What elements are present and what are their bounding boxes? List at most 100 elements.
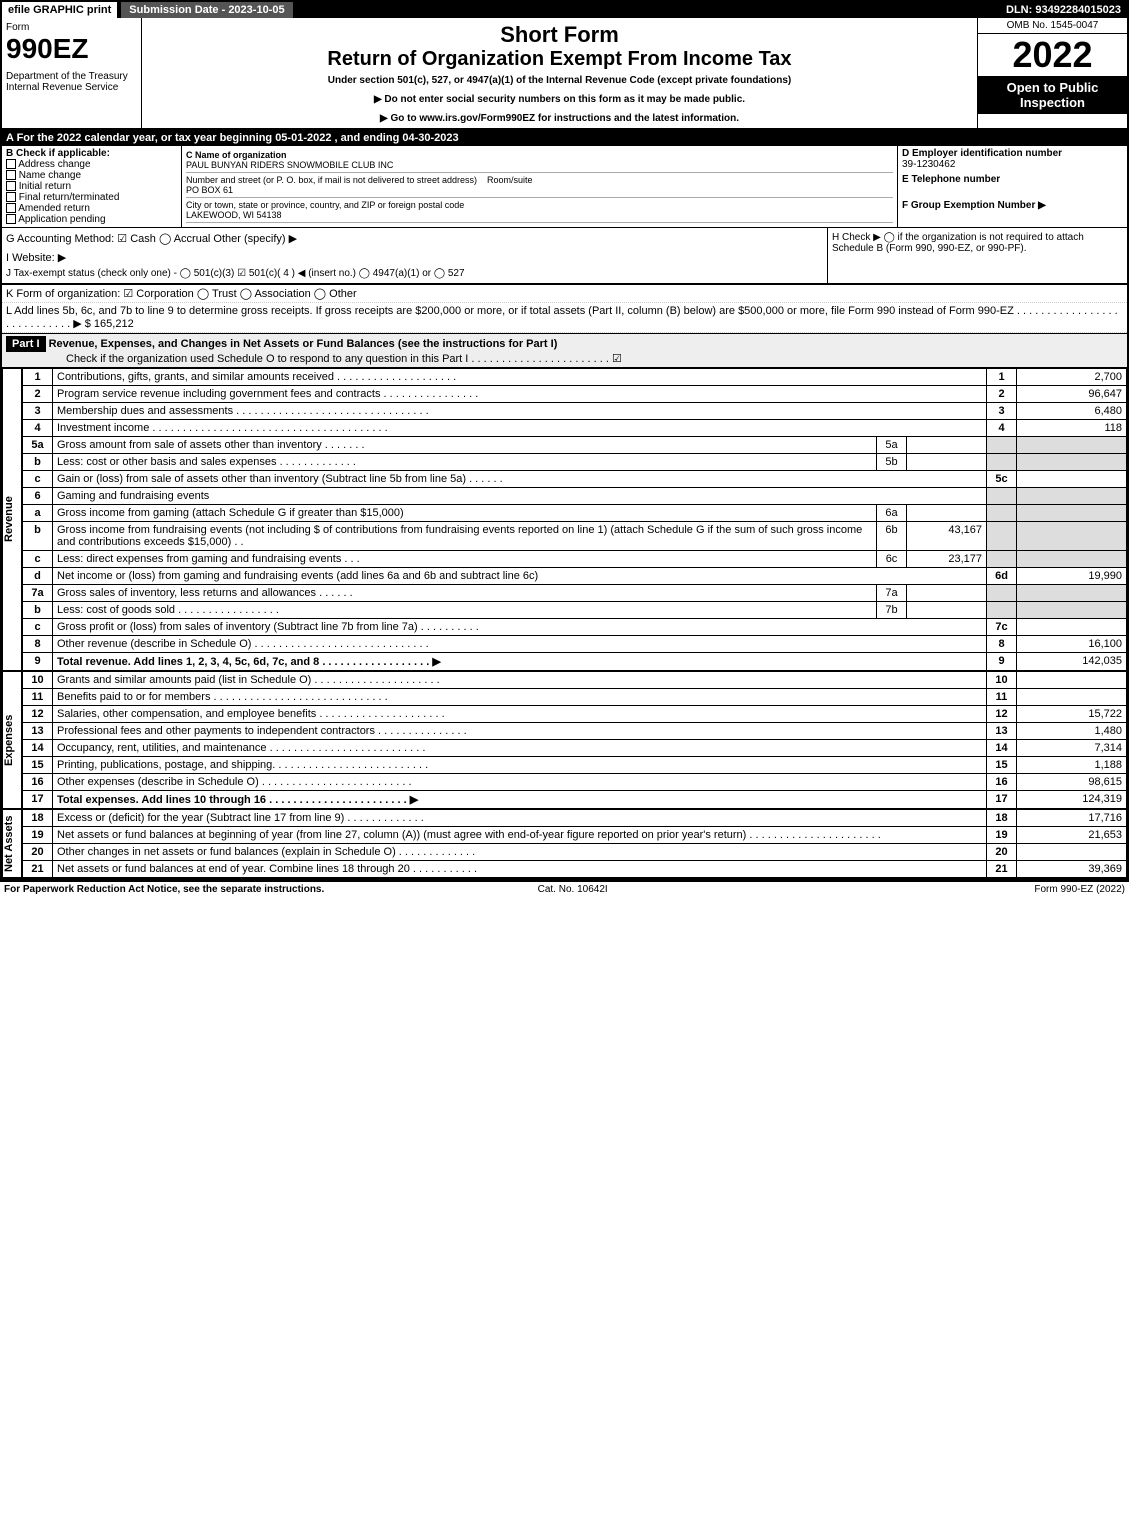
l14-ln: 14 [987,740,1017,757]
revenue-section: Revenue 1Contributions, gifts, grants, a… [2,368,1127,671]
l6c-num: c [23,551,53,568]
l6d-desc: Net income or (loss) from gaming and fun… [53,568,987,585]
part1-title: Revenue, Expenses, and Changes in Net As… [49,338,558,350]
top-bar: efile GRAPHIC print Submission Date - 20… [2,2,1127,18]
l8-ln: 8 [987,636,1017,653]
c-label: C Name of organization [186,150,287,160]
l6c-ln [987,551,1017,568]
l5b-val [1017,454,1127,471]
footer-mid: Cat. No. 10642I [538,884,608,895]
l4-val: 118 [1017,420,1127,437]
l9-desc: Total revenue. Add lines 1, 2, 3, 4, 5c,… [53,653,987,671]
l3-ln: 3 [987,403,1017,420]
l7a-sv [907,585,987,602]
l6b-ln [987,522,1017,551]
l6b-sv: 43,167 [907,522,987,551]
expenses-section: Expenses 10Grants and similar amounts pa… [2,671,1127,809]
l7a-sn: 7a [877,585,907,602]
l7b-sn: 7b [877,602,907,619]
l4-desc: Investment income . . . . . . . . . . . … [53,420,987,437]
l15-ln: 15 [987,757,1017,774]
line-l: L Add lines 5b, 6c, and 7b to line 9 to … [2,303,1127,333]
l5b-ln [987,454,1017,471]
open-inspection: Open to Public Inspection [978,76,1127,114]
l9-num: 9 [23,653,53,671]
l13-ln: 13 [987,723,1017,740]
l5a-val [1017,437,1127,454]
org-name: PAUL BUNYAN RIDERS SNOWMOBILE CLUB INC [186,160,393,170]
l8-desc: Other revenue (describe in Schedule O) .… [53,636,987,653]
chk-address-change[interactable]: Address change [6,159,177,170]
l3-num: 3 [23,403,53,420]
l17-num: 17 [23,791,53,809]
l14-desc: Occupancy, rent, utilities, and maintena… [53,740,987,757]
l6c-val [1017,551,1127,568]
chk-name-change[interactable]: Name change [6,170,177,181]
line-j: J Tax-exempt status (check only one) - ◯… [6,268,823,279]
l6c-sn: 6c [877,551,907,568]
l5b-desc: Less: cost or other basis and sales expe… [53,454,877,471]
department: Department of the Treasury Internal Reve… [6,71,137,93]
form-label: Form [6,22,137,33]
l6a-num: a [23,505,53,522]
box-d: D Employer identification number 39-1230… [897,146,1127,227]
l6a-sn: 6a [877,505,907,522]
line-h: H Check ▶ ◯ if the organization is not r… [827,228,1127,283]
l9-val: 142,035 [1017,653,1127,671]
chk-final-return[interactable]: Final return/terminated [6,192,177,203]
city: LAKEWOOD, WI 54138 [186,210,282,220]
expenses-sidelabel: Expenses [2,671,22,809]
street-label: Number and street (or P. O. box, if mail… [186,175,477,185]
goto-text: ▶ Go to www.irs.gov/Form990EZ for instru… [380,113,739,124]
l21-num: 21 [23,861,53,878]
ein: 39-1230462 [902,159,1123,170]
l1-desc: Contributions, gifts, grants, and simila… [53,369,987,386]
l21-ln: 21 [987,861,1017,878]
l19-num: 19 [23,827,53,844]
l5a-sn: 5a [877,437,907,454]
l17-desc: Total expenses. Add lines 10 through 16 … [53,791,987,809]
l20-desc: Other changes in net assets or fund bala… [53,844,987,861]
l5c-num: c [23,471,53,488]
l15-val: 1,188 [1017,757,1127,774]
efile-label: efile GRAPHIC print [2,2,117,18]
l7b-val [1017,602,1127,619]
submission-date: Submission Date - 2023-10-05 [121,2,292,18]
l10-ln: 10 [987,672,1017,689]
l11-desc: Benefits paid to or for members . . . . … [53,689,987,706]
l1-val: 2,700 [1017,369,1127,386]
l7c-val [1017,619,1127,636]
l5a-desc: Gross amount from sale of assets other t… [53,437,877,454]
l5a-ln [987,437,1017,454]
revenue-sidelabel: Revenue [2,368,22,671]
l11-num: 11 [23,689,53,706]
chk-application-pending[interactable]: Application pending [6,214,177,225]
header-left: Form 990EZ Department of the Treasury In… [2,18,142,128]
chk-initial-return[interactable]: Initial return [6,181,177,192]
l18-desc: Excess or (deficit) for the year (Subtra… [53,810,987,827]
l6c-sv: 23,177 [907,551,987,568]
l5a-num: 5a [23,437,53,454]
d-label: D Employer identification number [902,148,1123,159]
l16-desc: Other expenses (describe in Schedule O) … [53,774,987,791]
l12-desc: Salaries, other compensation, and employ… [53,706,987,723]
l4-ln: 4 [987,420,1017,437]
l20-ln: 20 [987,844,1017,861]
omb-number: OMB No. 1545-0047 [978,18,1127,34]
l21-val: 39,369 [1017,861,1127,878]
l21-desc: Net assets or fund balances at end of ye… [53,861,987,878]
l7a-ln [987,585,1017,602]
chk-amended-return[interactable]: Amended return [6,203,177,214]
l6a-sv [907,505,987,522]
l13-desc: Professional fees and other payments to … [53,723,987,740]
netassets-section: Net Assets 18Excess or (deficit) for the… [2,809,1127,878]
l20-val [1017,844,1127,861]
l6a-ln [987,505,1017,522]
l7b-ln [987,602,1017,619]
l5c-val [1017,471,1127,488]
l17-val: 124,319 [1017,791,1127,809]
form-number: 990EZ [6,33,137,65]
l18-val: 17,716 [1017,810,1127,827]
l5c-ln: 5c [987,471,1017,488]
l19-desc: Net assets or fund balances at beginning… [53,827,987,844]
